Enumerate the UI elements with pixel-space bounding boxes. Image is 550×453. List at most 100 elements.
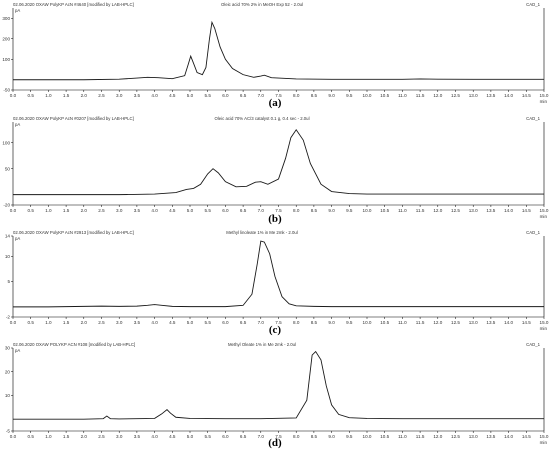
x-tick-label: 15.0	[540, 208, 549, 213]
chromatogram-panel-a: 02.06.2020 OXAW PolyKP AcN #4640 [modifi…	[0, 0, 550, 112]
x-tick-label: 10.5	[380, 434, 389, 439]
x-tick-label: 10.5	[380, 320, 389, 325]
x-tick-label: 7.0	[258, 434, 265, 439]
x-tick-label: 13.0	[469, 434, 478, 439]
x-tick-label: 12.5	[451, 320, 460, 325]
chromatogram-panel-b: 02.06.2020 OXAW PolyKP AcN #0207 [modifi…	[0, 114, 550, 227]
x-tick-label: 13.5	[486, 93, 495, 98]
chromatogram-trace	[13, 128, 544, 196]
x-tick-label: 14.0	[504, 208, 513, 213]
x-tick-label: 6.5	[240, 208, 247, 213]
x-axis-unit: min	[540, 440, 548, 445]
x-tick-label: 5.0	[187, 434, 194, 439]
x-tick-label: 2.0	[81, 93, 88, 98]
x-tick-label: 5.5	[205, 93, 212, 98]
x-tick-label: 2.5	[98, 434, 105, 439]
y-tick-label: 100	[2, 140, 10, 145]
x-tick-label: 9.5	[346, 320, 353, 325]
x-tick-label: 11.5	[416, 208, 425, 213]
x-tick-label: 4.5	[169, 208, 176, 213]
x-tick-label: 12.0	[433, 320, 442, 325]
x-tick-label: 13.0	[469, 208, 478, 213]
x-tick-label: 5.0	[187, 93, 194, 98]
chromatogram-header-right: CAD_1	[526, 2, 540, 7]
chromatogram-d-svg: 02.06.2020 OXAW POLYKP ACN #108 [modifie…	[5, 342, 549, 449]
x-tick-label: 3.5	[134, 93, 141, 98]
chromatogram-panel-c: 02.06.2020 OXAW PolyKP AcN #2913 [modifi…	[0, 228, 550, 340]
chromatogram-header-right: CAD_1	[526, 230, 540, 235]
x-tick-label: 9.5	[346, 93, 353, 98]
x-tick-label: 9.0	[328, 93, 335, 98]
x-tick-label: 13.5	[486, 434, 495, 439]
x-tick-label: 0.0	[10, 434, 17, 439]
x-tick-label: 6.0	[222, 320, 229, 325]
chromatogram-header-left: 02.06.2020 OXAW PolyKP AcN #4640 [modifi…	[13, 2, 134, 7]
x-tick-label: 1.5	[63, 320, 70, 325]
x-tick-label: 13.5	[486, 208, 495, 213]
x-tick-label: 4.5	[169, 320, 176, 325]
x-tick-label: 14.0	[504, 434, 513, 439]
x-tick-label: 7.0	[258, 93, 265, 98]
x-tick-label: 5.0	[187, 320, 194, 325]
x-tick-label: 7.0	[258, 320, 265, 325]
x-axis-unit: min	[540, 99, 548, 104]
x-tick-label: 9.5	[346, 208, 353, 213]
x-axis-unit: min	[540, 326, 548, 331]
y-tick-label: 20	[5, 369, 11, 374]
y-tick-label: 100	[2, 57, 10, 62]
chromatogram-trace	[13, 240, 544, 308]
y-tick-label: -20	[3, 203, 10, 208]
y-tick-label: 300	[2, 16, 10, 21]
y-axis-unit: pA	[15, 348, 20, 353]
chromatogram-header-center: Oleic acid 70% AC/3 catalyst 0.1 g, 0.4 …	[214, 116, 309, 121]
x-tick-label: 8.5	[311, 434, 318, 439]
x-tick-label: 14.5	[522, 434, 531, 439]
x-tick-label: 12.5	[451, 93, 460, 98]
x-tick-label: 3.5	[134, 434, 141, 439]
x-tick-label: 7.5	[275, 434, 282, 439]
x-tick-label: 6.0	[222, 208, 229, 213]
chromatogram-header-right: CAD_1	[526, 342, 540, 347]
y-tick-label: 30	[5, 346, 11, 351]
x-tick-label: 10.0	[363, 320, 372, 325]
chromatogram-header-center: Methyl Oleate 1% in Me 2mk - 2.0ul	[228, 342, 296, 347]
x-tick-label: 8.0	[293, 320, 300, 325]
x-tick-label: 9.5	[346, 434, 353, 439]
x-tick-label: 3.0	[116, 93, 123, 98]
chromatogram-header-right: CAD_1	[526, 116, 540, 121]
x-tick-label: 9.0	[328, 434, 335, 439]
x-tick-label: 4.0	[151, 208, 158, 213]
x-tick-label: 1.0	[45, 208, 52, 213]
y-axis-unit: pA	[15, 8, 20, 13]
x-tick-label: 9.0	[328, 208, 335, 213]
x-tick-label: 0.0	[10, 320, 17, 325]
y-tick-label: 200	[2, 36, 10, 41]
x-tick-label: 1.5	[63, 208, 70, 213]
x-tick-label: 12.0	[433, 93, 442, 98]
chromatogram-trace	[13, 20, 544, 81]
x-tick-label: 5.5	[205, 208, 212, 213]
x-tick-label: 3.0	[116, 208, 123, 213]
x-tick-label: 3.0	[116, 434, 123, 439]
x-tick-label: 6.5	[240, 93, 247, 98]
x-tick-label: 2.5	[98, 93, 105, 98]
x-tick-label: 12.0	[433, 208, 442, 213]
x-tick-label: 14.5	[522, 93, 531, 98]
x-tick-label: 4.5	[169, 434, 176, 439]
x-tick-label: 9.0	[328, 320, 335, 325]
x-tick-label: 0.0	[10, 208, 17, 213]
x-tick-label: 6.5	[240, 434, 247, 439]
chromatogram-trace	[13, 350, 544, 420]
x-tick-label: 13.0	[469, 93, 478, 98]
y-tick-label: 5	[7, 279, 10, 284]
x-tick-label: 12.5	[451, 434, 460, 439]
x-tick-label: 5.5	[205, 320, 212, 325]
x-tick-label: 12.0	[433, 434, 442, 439]
x-tick-label: 1.5	[63, 434, 70, 439]
chromatogram-b-svg: 02.06.2020 OXAW PolyKP AcN #0207 [modifi…	[2, 116, 549, 225]
x-tick-label: 10.0	[363, 434, 372, 439]
x-tick-label: 11.0	[398, 93, 407, 98]
x-tick-label: 11.0	[398, 208, 407, 213]
x-tick-label: 3.5	[134, 320, 141, 325]
x-tick-label: 15.0	[540, 93, 549, 98]
